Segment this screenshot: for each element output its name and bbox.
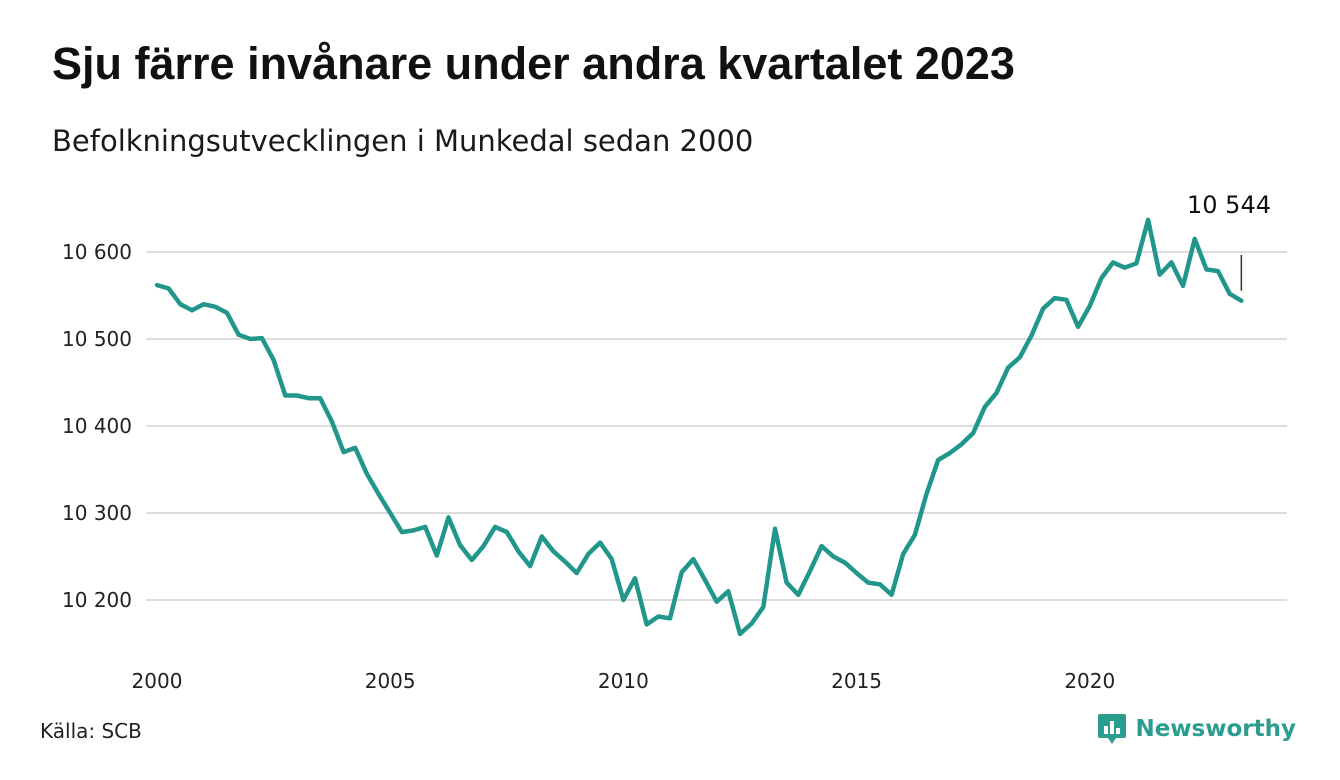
y-tick-label: 10 500 [62,327,132,351]
y-tick-label: 10 200 [62,588,132,612]
page-title: Sju färre invånare under andra kvartalet… [52,38,1015,89]
source-note: Källa: SCB [40,719,142,743]
chart-subtitle: Befolkningsutvecklingen i Munkedal sedan… [52,124,754,158]
series-line [154,217,1244,637]
y-tick-label: 10 400 [62,414,132,438]
brand-name: Newsworthy [1135,716,1296,742]
x-tick-label: 2020 [1064,669,1115,693]
brand-logo[interactable]: Newsworthy [1097,712,1296,746]
annotation-label: 10 544 [1187,191,1271,219]
x-tick-label: 2005 [365,669,416,693]
bar-chart-chat-icon [1098,714,1127,744]
grid-lines [146,251,1287,601]
y-tick-label: 10 300 [62,501,132,525]
x-tick-label: 2000 [132,669,183,693]
x-tick-label: 2010 [598,669,649,693]
x-axis-tick-labels: 2000 2005 2010 2015 2020 [132,669,1116,693]
y-axis-tick-labels: 10 200 10 300 10 400 10 500 10 600 [62,240,132,612]
series-layer [154,217,1244,637]
y-tick-label: 10 600 [62,240,132,264]
x-tick-label: 2015 [831,669,882,693]
annotation-layer: 10 544 [1187,191,1271,291]
